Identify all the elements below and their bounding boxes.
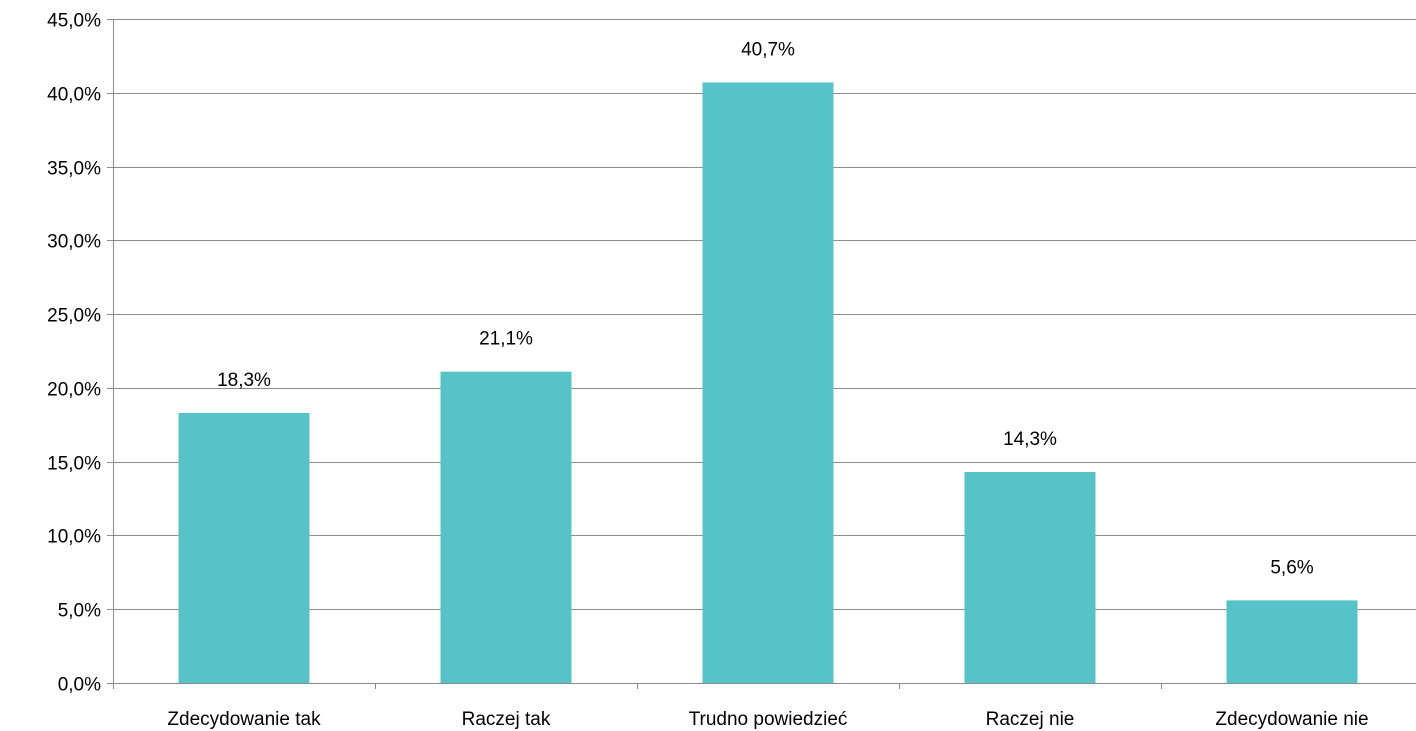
y-tick-label-1: 5,0% <box>58 601 101 622</box>
y-tick-label-3: 15,0% <box>47 454 101 475</box>
category-label-0: Zdecydowanie tak <box>167 709 321 730</box>
y-tick-label-4: 20,0% <box>47 380 101 401</box>
data-label-2: 40,7% <box>741 39 795 60</box>
y-tick-label-7: 35,0% <box>47 159 101 180</box>
data-label-3: 14,3% <box>1003 429 1057 450</box>
bar-0 <box>178 412 310 683</box>
y-tick-label-6: 30,0% <box>47 232 101 253</box>
bar-4 <box>1226 600 1358 683</box>
category-label-4: Zdecydowanie nie <box>1215 709 1368 730</box>
data-label-1: 21,1% <box>479 329 533 350</box>
x-axis-category-labels: Zdecydowanie tak Raczej tak Trudno powiedz… <box>167 709 1368 730</box>
data-labels: 18,3% 21,1% 40,7% 14,3% 5,6% <box>217 39 1314 578</box>
y-tick-label-0: 0,0% <box>58 675 101 696</box>
y-tick-label-9: 45,0% <box>47 11 101 32</box>
y-tick-label-2: 10,0% <box>47 527 101 548</box>
category-label-2: Trudno powiedzieć <box>689 709 848 730</box>
category-label-1: Raczej tak <box>462 709 551 730</box>
y-tick-label-8: 40,0% <box>47 85 101 106</box>
bar-2 <box>702 82 834 683</box>
y-axis-tick-labels: 0,0% 5,0% 10,0% 15,0% 20,0% 25,0% 30,0% 35,0% 40… <box>47 11 101 696</box>
category-label-3: Raczej nie <box>986 709 1075 730</box>
bar-3 <box>964 471 1096 683</box>
data-label-4: 5,6% <box>1270 557 1313 578</box>
bars <box>178 82 1358 683</box>
x-axis <box>113 19 1416 689</box>
data-label-0: 18,3% <box>217 370 271 391</box>
bar-1 <box>440 371 572 683</box>
y-tick-label-5: 25,0% <box>47 306 101 327</box>
